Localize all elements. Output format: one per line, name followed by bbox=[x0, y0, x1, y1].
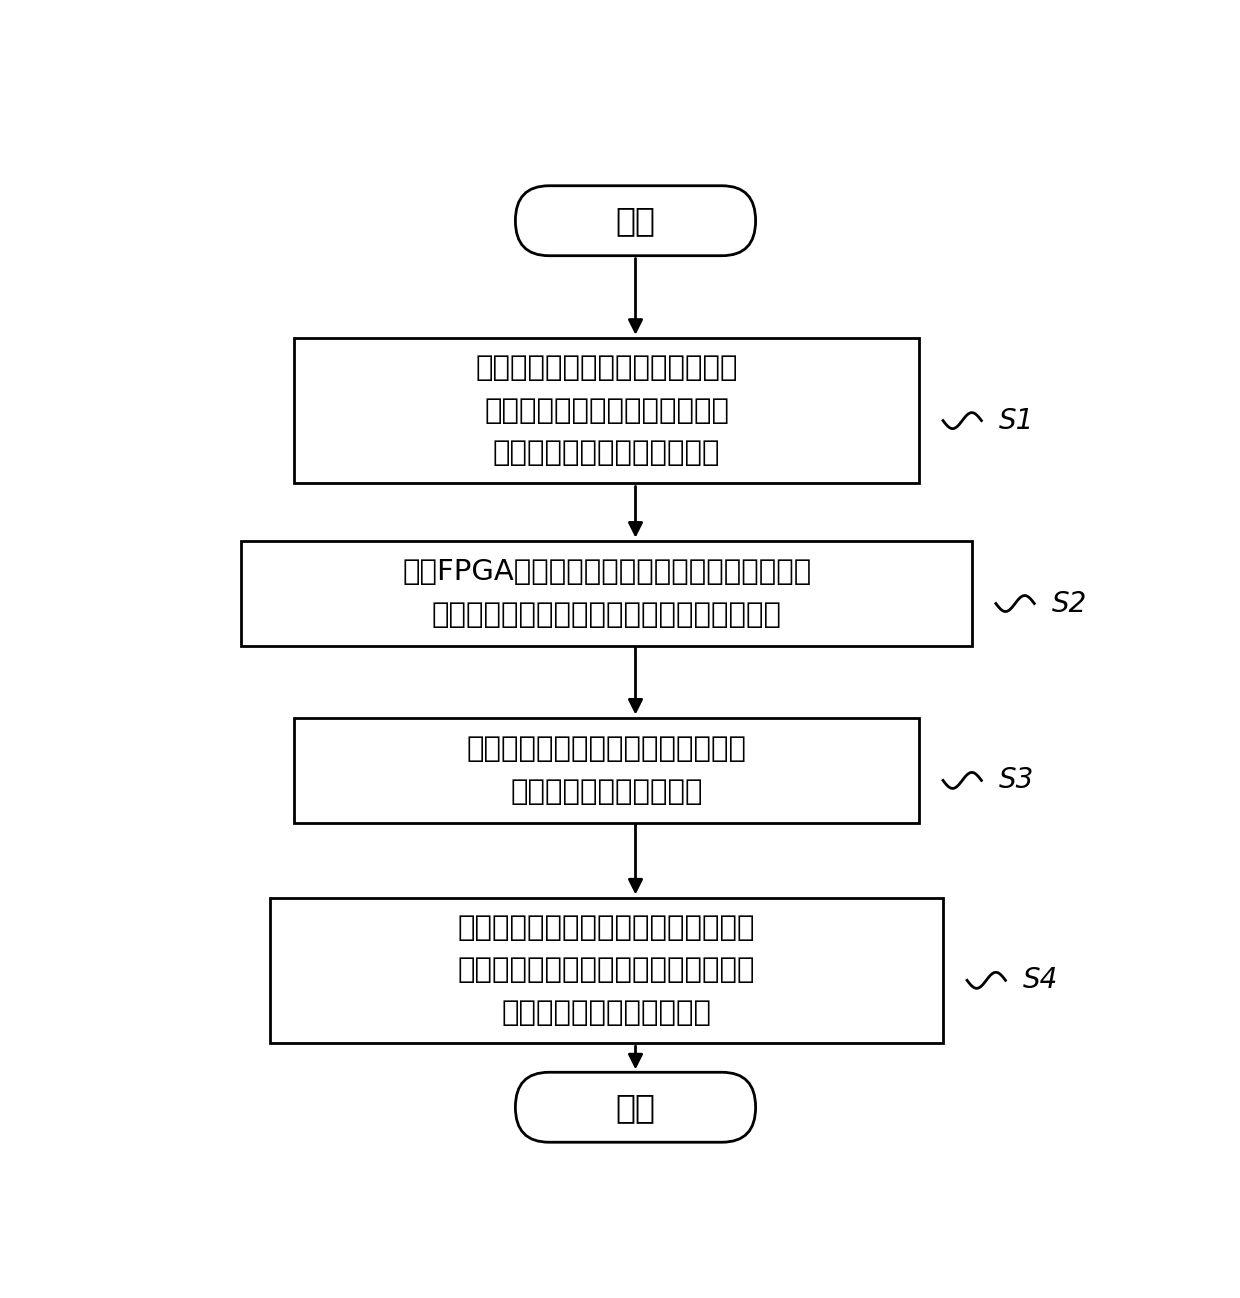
FancyBboxPatch shape bbox=[294, 339, 919, 483]
Text: 将多功能光照美容仪通过移动通信
模块和用户移动终端相连，用于
获取用户在线设置的控制参数: 将多功能光照美容仪通过移动通信 模块和用户移动终端相连，用于 获取用户在线设置的… bbox=[475, 354, 738, 467]
Text: S2: S2 bbox=[1052, 589, 1087, 618]
Text: 利用FPGA模块采集数据采集传感器的输入信号，
实时获取人体温度、皮肤压力及皮肤湿度数据: 利用FPGA模块采集数据采集传感器的输入信号， 实时获取人体温度、皮肤压力及皮肤… bbox=[402, 558, 811, 628]
Text: S1: S1 bbox=[998, 406, 1034, 435]
Text: 结束: 结束 bbox=[615, 1090, 656, 1124]
Text: 将当前人体温度、皮肤压力、皮肤湿度
数据以及微波发生器的控制状态反馈给
用户移动终端进行显示查看: 将当前人体温度、皮肤压力、皮肤湿度 数据以及微波发生器的控制状态反馈给 用户移动… bbox=[458, 914, 755, 1027]
FancyBboxPatch shape bbox=[516, 1072, 755, 1142]
FancyBboxPatch shape bbox=[270, 898, 942, 1042]
Text: 开始: 开始 bbox=[615, 204, 656, 238]
FancyBboxPatch shape bbox=[516, 186, 755, 256]
Text: 根据用户设置的控制参数，控制微波
发生器发射的波长及能量: 根据用户设置的控制参数，控制微波 发生器发射的波长及能量 bbox=[466, 735, 746, 806]
Text: S4: S4 bbox=[1023, 966, 1058, 994]
FancyBboxPatch shape bbox=[294, 718, 919, 823]
Text: S3: S3 bbox=[998, 766, 1034, 794]
FancyBboxPatch shape bbox=[242, 541, 972, 646]
